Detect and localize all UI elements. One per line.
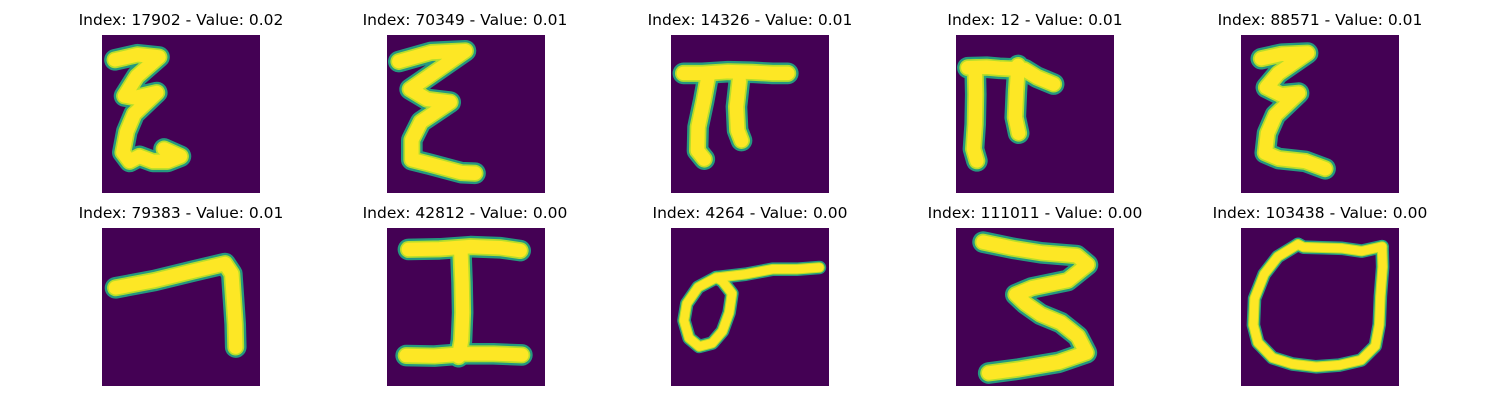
panel-title: Index: 111011 - Value: 0.00 [927,204,1143,222]
panel-title: Index: 42812 - Value: 0.00 [362,204,568,222]
panel-title: Index: 14326 - Value: 0.01 [647,11,853,29]
panel-title: Index: 12 - Value: 0.01 [947,11,1123,29]
glyph-stroke [729,74,749,148]
glyph-stroke [679,273,737,351]
digit-image [102,228,260,386]
glyph-pi-icon [956,35,1114,193]
glyph-stroke [108,256,243,354]
panel-title: Index: 4264 - Value: 0.00 [652,204,848,222]
glyph-stroke [1293,240,1387,256]
panel-title: Index: 88571 - Value: 0.01 [1217,11,1423,29]
glyph-circle-icon [1241,228,1399,386]
glyph-e-zigzag-icon [387,35,545,193]
glyph-e-zigzag-icon [1241,35,1399,193]
digit-image [671,228,829,386]
glyph-stroke [966,62,984,168]
glyph-stroke [1008,58,1026,140]
glyph-e-zigzag-icon [102,35,260,193]
glyph-stroke [676,64,795,81]
digit-image [387,228,545,386]
panel-title: Index: 79383 - Value: 0.01 [78,204,284,222]
glyph-stroke [392,44,482,181]
glyph-seven-icon [102,228,260,386]
glyph-stroke [451,246,470,364]
digit-image [387,35,545,193]
panel-title: Index: 70349 - Value: 0.01 [362,11,568,29]
glyph-stroke [1254,46,1332,176]
glyph-pi-icon [671,35,829,193]
glyph-stroke [108,47,188,169]
digit-image [671,35,829,193]
digit-image [1241,35,1399,193]
glyph-stroke [401,239,527,258]
digit-image [1241,228,1399,386]
panel-title: Index: 17902 - Value: 0.02 [78,11,284,29]
glyph-capital-i-icon [387,228,545,386]
glyph-loop-icon [671,228,829,386]
glyph-stroke [1249,240,1387,372]
digit-image [102,35,260,193]
panel-title: Index: 103438 - Value: 0.00 [1212,204,1428,222]
digit-image [956,228,1114,386]
glyph-stroke [690,68,716,166]
glyph-stroke [399,347,529,363]
glyph-stroke [711,263,824,282]
glyph-three-icon [956,228,1114,386]
glyph-background [671,228,829,386]
digit-image [956,35,1114,193]
glyph-stroke [976,235,1095,380]
